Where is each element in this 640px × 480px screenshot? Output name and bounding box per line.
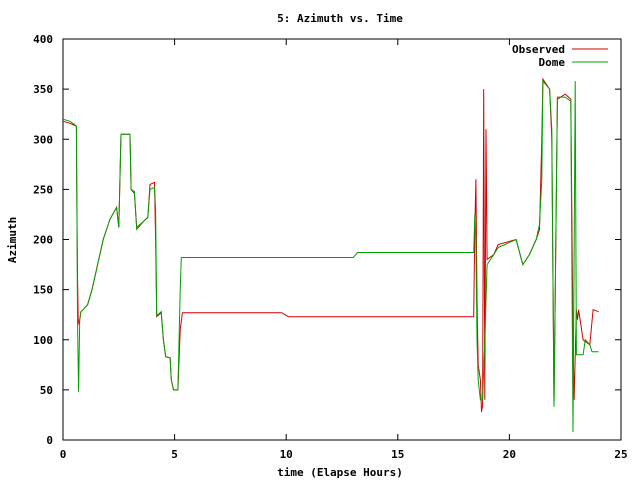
y-tick-label: 250: [33, 183, 53, 196]
series-line-observed: [62, 77, 599, 412]
series-line-dome: [62, 79, 599, 433]
y-tick-label: 300: [33, 133, 53, 146]
legend-label-observed: Observed: [512, 43, 565, 56]
y-axis: 0 50 100 150 200 250 300 350 400: [33, 33, 621, 447]
x-tick-label: 20: [503, 448, 516, 461]
y-tick-label: 150: [33, 284, 53, 297]
legend-label-dome: Dome: [539, 56, 566, 69]
chart-title: 5: Azimuth vs. Time: [277, 12, 403, 25]
y-axis-label: Azimuth: [6, 217, 19, 263]
x-tick-label: 0: [60, 448, 67, 461]
y-tick-label: 50: [40, 384, 53, 397]
x-tick-label: 5: [171, 448, 178, 461]
y-tick-label: 200: [33, 234, 53, 247]
x-tick-label: 15: [391, 448, 404, 461]
x-axis-label: time (Elapse Hours): [277, 466, 403, 479]
y-tick-label: 350: [33, 83, 53, 96]
y-tick-label: 100: [33, 334, 53, 347]
x-tick-label: 25: [614, 448, 627, 461]
series-layer: [62, 77, 599, 433]
x-axis: 0 5 10 15 20 25: [60, 39, 628, 461]
y-tick-label: 400: [33, 33, 53, 46]
y-tick-label: 0: [46, 434, 53, 447]
x-tick-label: 10: [280, 448, 293, 461]
plot-frame: [62, 38, 622, 441]
